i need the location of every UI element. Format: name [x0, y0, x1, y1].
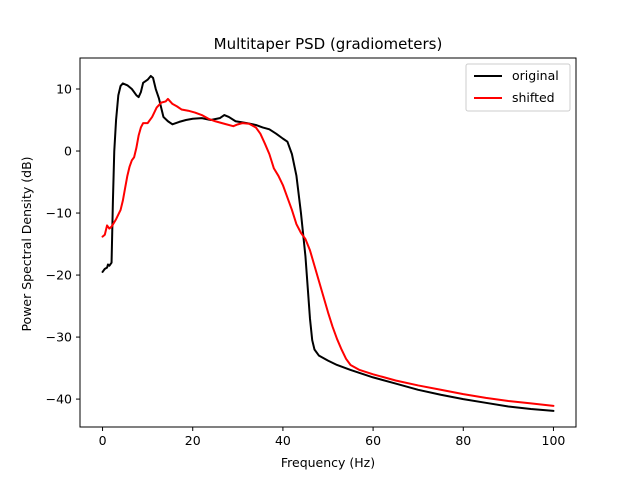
- series-layer: [101, 74, 555, 412]
- x-tick-label: 40: [275, 433, 291, 448]
- x-axis-ticks: 0 20 40 60 80 100: [99, 427, 566, 448]
- legend: original shifted: [465, 63, 571, 112]
- legend-label-shifted: shifted: [512, 90, 555, 105]
- y-tick-label: −40: [46, 392, 72, 407]
- x-axis-label: Frequency (Hz): [281, 455, 375, 470]
- series-line-shifted: [101, 97, 555, 407]
- chart-title: Multitaper PSD (gradiometers): [214, 35, 443, 53]
- y-tick-label: 10: [56, 82, 72, 97]
- x-tick-label: 80: [455, 433, 471, 448]
- x-tick-label: 100: [542, 433, 566, 448]
- x-tick-label: 0: [99, 433, 107, 448]
- y-tick-label: −30: [46, 330, 72, 345]
- series-line-original: [101, 74, 555, 412]
- y-axis-label: Power Spectral Density (dB): [19, 156, 34, 331]
- x-tick-label: 60: [365, 433, 381, 448]
- x-tick-label: 20: [185, 433, 201, 448]
- y-tick-label: −10: [46, 206, 72, 221]
- y-tick-label: −20: [46, 268, 72, 283]
- legend-label-original: original: [512, 68, 559, 83]
- axes-frame: [79, 57, 577, 428]
- y-tick-label: 0: [64, 144, 72, 159]
- plot-frame: [79, 57, 577, 428]
- y-axis-ticks: −40 −30 −20 −10 0 10: [46, 82, 80, 407]
